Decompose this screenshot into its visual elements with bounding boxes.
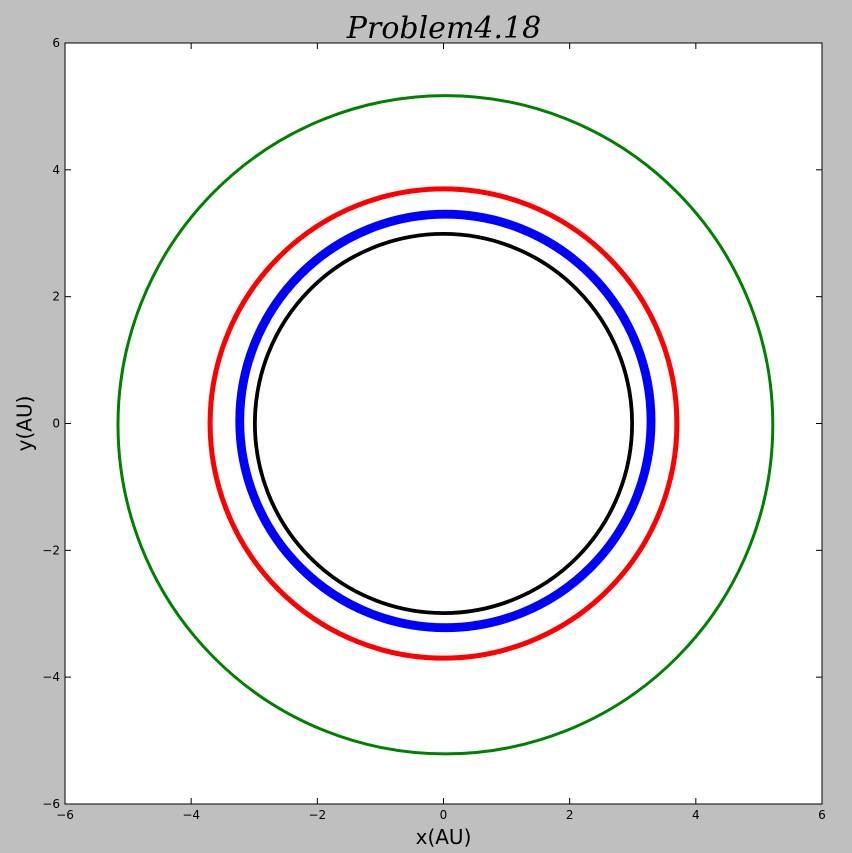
y-tick-label: −4 [42, 670, 60, 684]
orbit-1 [207, 186, 680, 661]
x-tick-label: 0 [440, 808, 448, 822]
y-axis-label: y(AU) [13, 396, 37, 452]
plot-area [65, 43, 822, 804]
ticks: −6 −4 −2 0 2 4 6 −6 −4 −2 0 2 4 6 [42, 36, 826, 822]
y-tick-label: −6 [42, 797, 60, 811]
y-tick-label: 6 [52, 36, 60, 50]
x-tick-label: −6 [56, 808, 74, 822]
x-tick-label: 6 [818, 808, 826, 822]
x-axis-label: x(AU) [416, 825, 472, 849]
orbit-0 [116, 94, 775, 756]
x-tick-label: 4 [692, 808, 700, 822]
y-tick-label: 4 [52, 163, 60, 177]
y-tick-label: −2 [42, 543, 60, 557]
orbits [116, 94, 775, 756]
orbit-2 [235, 209, 656, 633]
y-tick-label: 2 [52, 290, 60, 304]
x-tick-label: −2 [308, 808, 326, 822]
y-tick-label: 0 [52, 417, 60, 431]
orbit-3 [252, 231, 635, 616]
x-tick-label: −4 [182, 808, 200, 822]
x-tick-label: 2 [566, 808, 574, 822]
chart-title: Problem4.18 [346, 11, 541, 46]
